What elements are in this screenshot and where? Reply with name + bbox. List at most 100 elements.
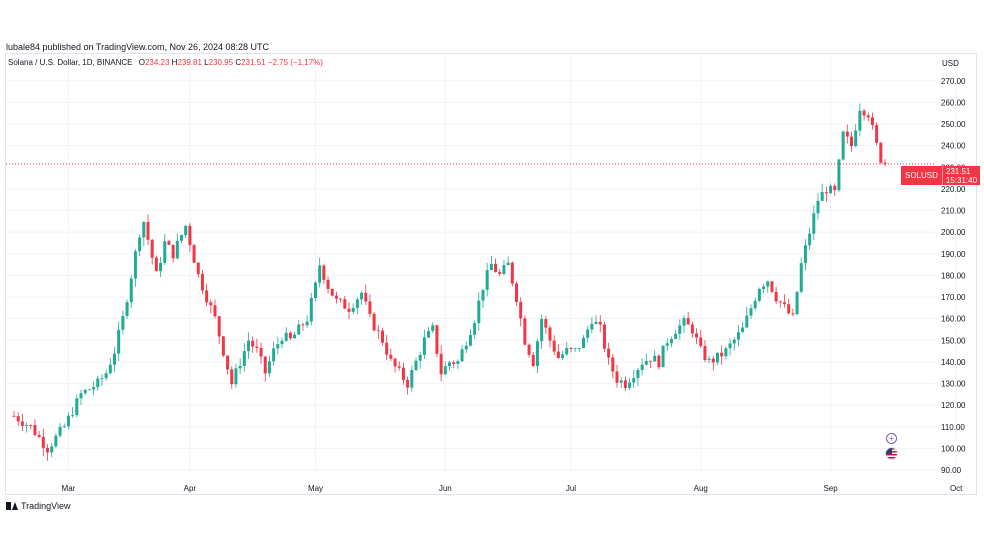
candle-body xyxy=(309,298,313,322)
candle-body xyxy=(464,345,468,350)
candle-body xyxy=(510,262,514,284)
low-value: 230.95 xyxy=(208,58,234,67)
candle-body xyxy=(515,283,518,302)
candle-body xyxy=(732,339,736,344)
candle-body xyxy=(376,330,380,332)
candle-body xyxy=(100,378,104,379)
low-key: L xyxy=(204,58,209,67)
candle-body xyxy=(347,308,351,312)
candle-body xyxy=(757,288,761,301)
price-tag-symbol: SOLUSD xyxy=(901,166,943,185)
y-tick-label: 240.00 xyxy=(941,142,966,151)
candle-body xyxy=(477,300,481,324)
candle-body xyxy=(192,245,196,263)
candle-body xyxy=(657,355,661,368)
candle-body xyxy=(280,340,284,345)
candle-body xyxy=(154,257,158,272)
y-tick-label: 140.00 xyxy=(941,358,966,367)
candle-body xyxy=(217,316,221,337)
candle-body xyxy=(71,415,75,416)
candle-body xyxy=(473,323,477,335)
candle-body xyxy=(20,421,24,426)
candle-body xyxy=(845,131,849,137)
candle-body xyxy=(494,263,498,273)
candle-body xyxy=(573,348,577,350)
candle-body xyxy=(640,364,644,371)
candle-body xyxy=(293,334,297,339)
candle-body xyxy=(339,298,343,300)
candle-body xyxy=(837,159,841,191)
candle-body xyxy=(582,337,585,349)
candle-body xyxy=(314,282,317,299)
brand-name: TradingView xyxy=(21,501,71,511)
candle-body xyxy=(75,398,79,416)
open-value: 234.23 xyxy=(144,58,170,67)
candle-body xyxy=(267,361,271,374)
candle-body xyxy=(535,341,539,367)
candle-body xyxy=(37,435,41,437)
candle-body xyxy=(649,360,652,362)
candle-body xyxy=(221,336,225,356)
currency-label[interactable]: USD xyxy=(942,59,959,68)
plus-circle-icon[interactable]: + xyxy=(886,433,897,444)
candle-body xyxy=(770,281,774,292)
candle-body xyxy=(879,142,883,163)
candle-body xyxy=(866,115,870,118)
candle-body xyxy=(96,378,100,388)
y-tick-label: 260.00 xyxy=(941,98,966,107)
y-tick-label: 120.00 xyxy=(941,401,966,410)
y-tick-label: 270.00 xyxy=(941,77,966,86)
candle-body xyxy=(523,318,527,345)
candle-body xyxy=(632,378,636,383)
candle-body xyxy=(883,162,887,165)
candle-body xyxy=(594,321,598,324)
candle-body xyxy=(699,337,703,347)
candle-body xyxy=(251,340,255,347)
candle-body xyxy=(92,387,96,390)
candle-body xyxy=(644,360,648,365)
candle-body xyxy=(753,300,757,309)
candle-body xyxy=(615,371,619,383)
candle-body xyxy=(540,319,544,342)
high-value: 239.81 xyxy=(177,58,202,67)
candle-body xyxy=(745,315,749,328)
tradingview-brand[interactable]: TradingView xyxy=(6,501,71,511)
candle-body xyxy=(142,221,146,238)
candle-body xyxy=(716,352,719,363)
candle-body xyxy=(812,213,816,234)
candle-body xyxy=(330,288,334,296)
candle-body xyxy=(58,426,62,436)
candle-body xyxy=(661,345,665,368)
candle-body xyxy=(531,354,535,367)
close-value: 231.51 xyxy=(241,58,266,67)
chart-grid xyxy=(6,55,957,471)
candle-body xyxy=(360,292,364,300)
candle-body xyxy=(62,426,66,428)
candle-series xyxy=(12,103,887,461)
candle-body xyxy=(808,233,812,246)
candle-body xyxy=(875,125,879,143)
candle-body xyxy=(674,333,678,339)
candle-body xyxy=(108,364,112,374)
candle-body xyxy=(12,415,16,417)
candle-body xyxy=(184,225,188,236)
candle-body xyxy=(552,340,556,352)
candle-body xyxy=(196,262,200,275)
candle-body xyxy=(695,333,699,338)
candle-body xyxy=(284,332,288,341)
candle-body xyxy=(586,329,590,338)
candle-body xyxy=(180,235,183,241)
y-tick-label: 110.00 xyxy=(941,423,965,432)
candle-body xyxy=(456,361,460,364)
candle-body xyxy=(703,346,707,360)
candle-body xyxy=(824,192,828,194)
candle-body xyxy=(159,262,163,272)
us-flag-icon[interactable] xyxy=(885,447,898,460)
candle-body xyxy=(690,324,694,334)
candle-body xyxy=(104,373,108,379)
candle-body xyxy=(598,321,602,325)
candle-body xyxy=(125,302,129,316)
candle-body xyxy=(816,200,820,214)
y-tick-label: 200.00 xyxy=(941,228,966,237)
